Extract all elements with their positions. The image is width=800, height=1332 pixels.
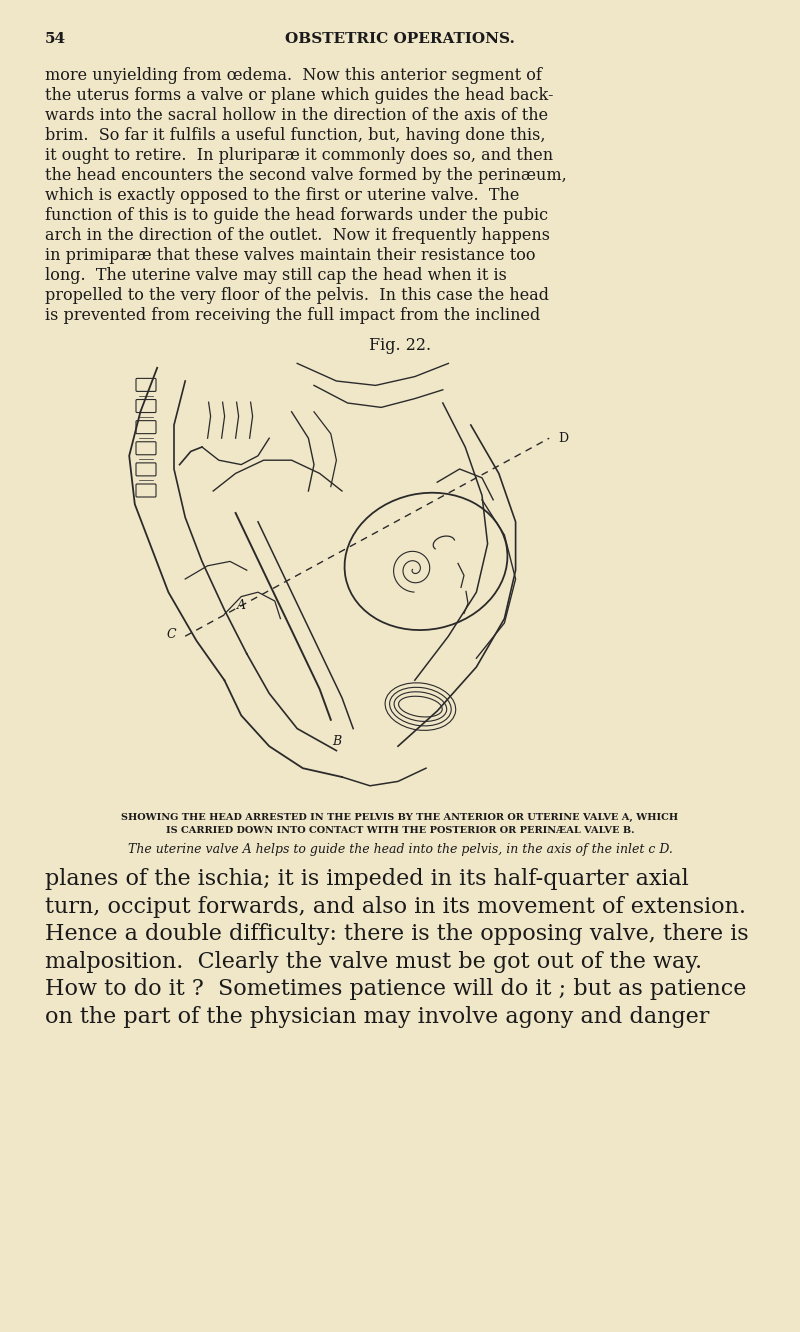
Text: the uterus forms a valve or plane which guides the head back-: the uterus forms a valve or plane which … xyxy=(45,87,554,104)
Text: How to do it ?  Sometimes patience will do it ; but as patience: How to do it ? Sometimes patience will d… xyxy=(45,979,746,1000)
Text: function of this is to guide the head forwards under the pubic: function of this is to guide the head fo… xyxy=(45,206,548,224)
Text: B: B xyxy=(332,735,341,749)
Text: the head encounters the second valve formed by the perinæum,: the head encounters the second valve for… xyxy=(45,166,566,184)
Text: 54: 54 xyxy=(45,32,66,47)
Text: C: C xyxy=(166,627,176,641)
Text: in primiparæ that these valves maintain their resistance too: in primiparæ that these valves maintain … xyxy=(45,246,535,264)
Text: The uterine valve A helps to guide the head into the pelvis, in the axis of the : The uterine valve A helps to guide the h… xyxy=(127,843,673,856)
Text: more unyielding from œdema.  Now this anterior segment of: more unyielding from œdema. Now this ant… xyxy=(45,67,542,84)
Text: Fig. 22.: Fig. 22. xyxy=(369,337,431,354)
Text: Hence a double difficulty: there is the opposing valve, there is: Hence a double difficulty: there is the … xyxy=(45,923,749,946)
Text: turn, occiput forwards, and also in its movement of extension.: turn, occiput forwards, and also in its … xyxy=(45,895,746,918)
Text: which is exactly opposed to the first or uterine valve.  The: which is exactly opposed to the first or… xyxy=(45,186,519,204)
Text: wards into the sacral hollow in the direction of the axis of the: wards into the sacral hollow in the dire… xyxy=(45,107,548,124)
Text: it ought to retire.  In pluriparæ it commonly does so, and then: it ought to retire. In pluriparæ it comm… xyxy=(45,147,553,164)
Text: is prevented from receiving the full impact from the inclined: is prevented from receiving the full imp… xyxy=(45,306,540,324)
Text: A: A xyxy=(237,599,246,611)
Text: propelled to the very floor of the pelvis.  In this case the head: propelled to the very floor of the pelvi… xyxy=(45,286,549,304)
Text: D: D xyxy=(558,432,568,445)
Text: SHOWING THE HEAD ARRESTED IN THE PELVIS BY THE ANTERIOR OR UTERINE VALVE A, WHIC: SHOWING THE HEAD ARRESTED IN THE PELVIS … xyxy=(122,813,678,822)
Text: IS CARRIED DOWN INTO CONTACT WITH THE POSTERIOR OR PERINÆAL VALVE B.: IS CARRIED DOWN INTO CONTACT WITH THE PO… xyxy=(166,826,634,835)
Text: brim.  So far it fulfils a useful function, but, having done this,: brim. So far it fulfils a useful functio… xyxy=(45,127,546,144)
Text: malposition.  Clearly the valve must be got out of the way.: malposition. Clearly the valve must be g… xyxy=(45,951,702,972)
Text: planes of the ischia; it is impeded in its half-quarter axial: planes of the ischia; it is impeded in i… xyxy=(45,868,689,890)
Text: arch in the direction of the outlet.  Now it frequently happens: arch in the direction of the outlet. Now… xyxy=(45,226,550,244)
Text: on the part of the physician may involve agony and danger: on the part of the physician may involve… xyxy=(45,1006,710,1028)
Text: OBSTETRIC OPERATIONS.: OBSTETRIC OPERATIONS. xyxy=(285,32,515,47)
Text: long.  The uterine valve may still cap the head when it is: long. The uterine valve may still cap th… xyxy=(45,266,507,284)
